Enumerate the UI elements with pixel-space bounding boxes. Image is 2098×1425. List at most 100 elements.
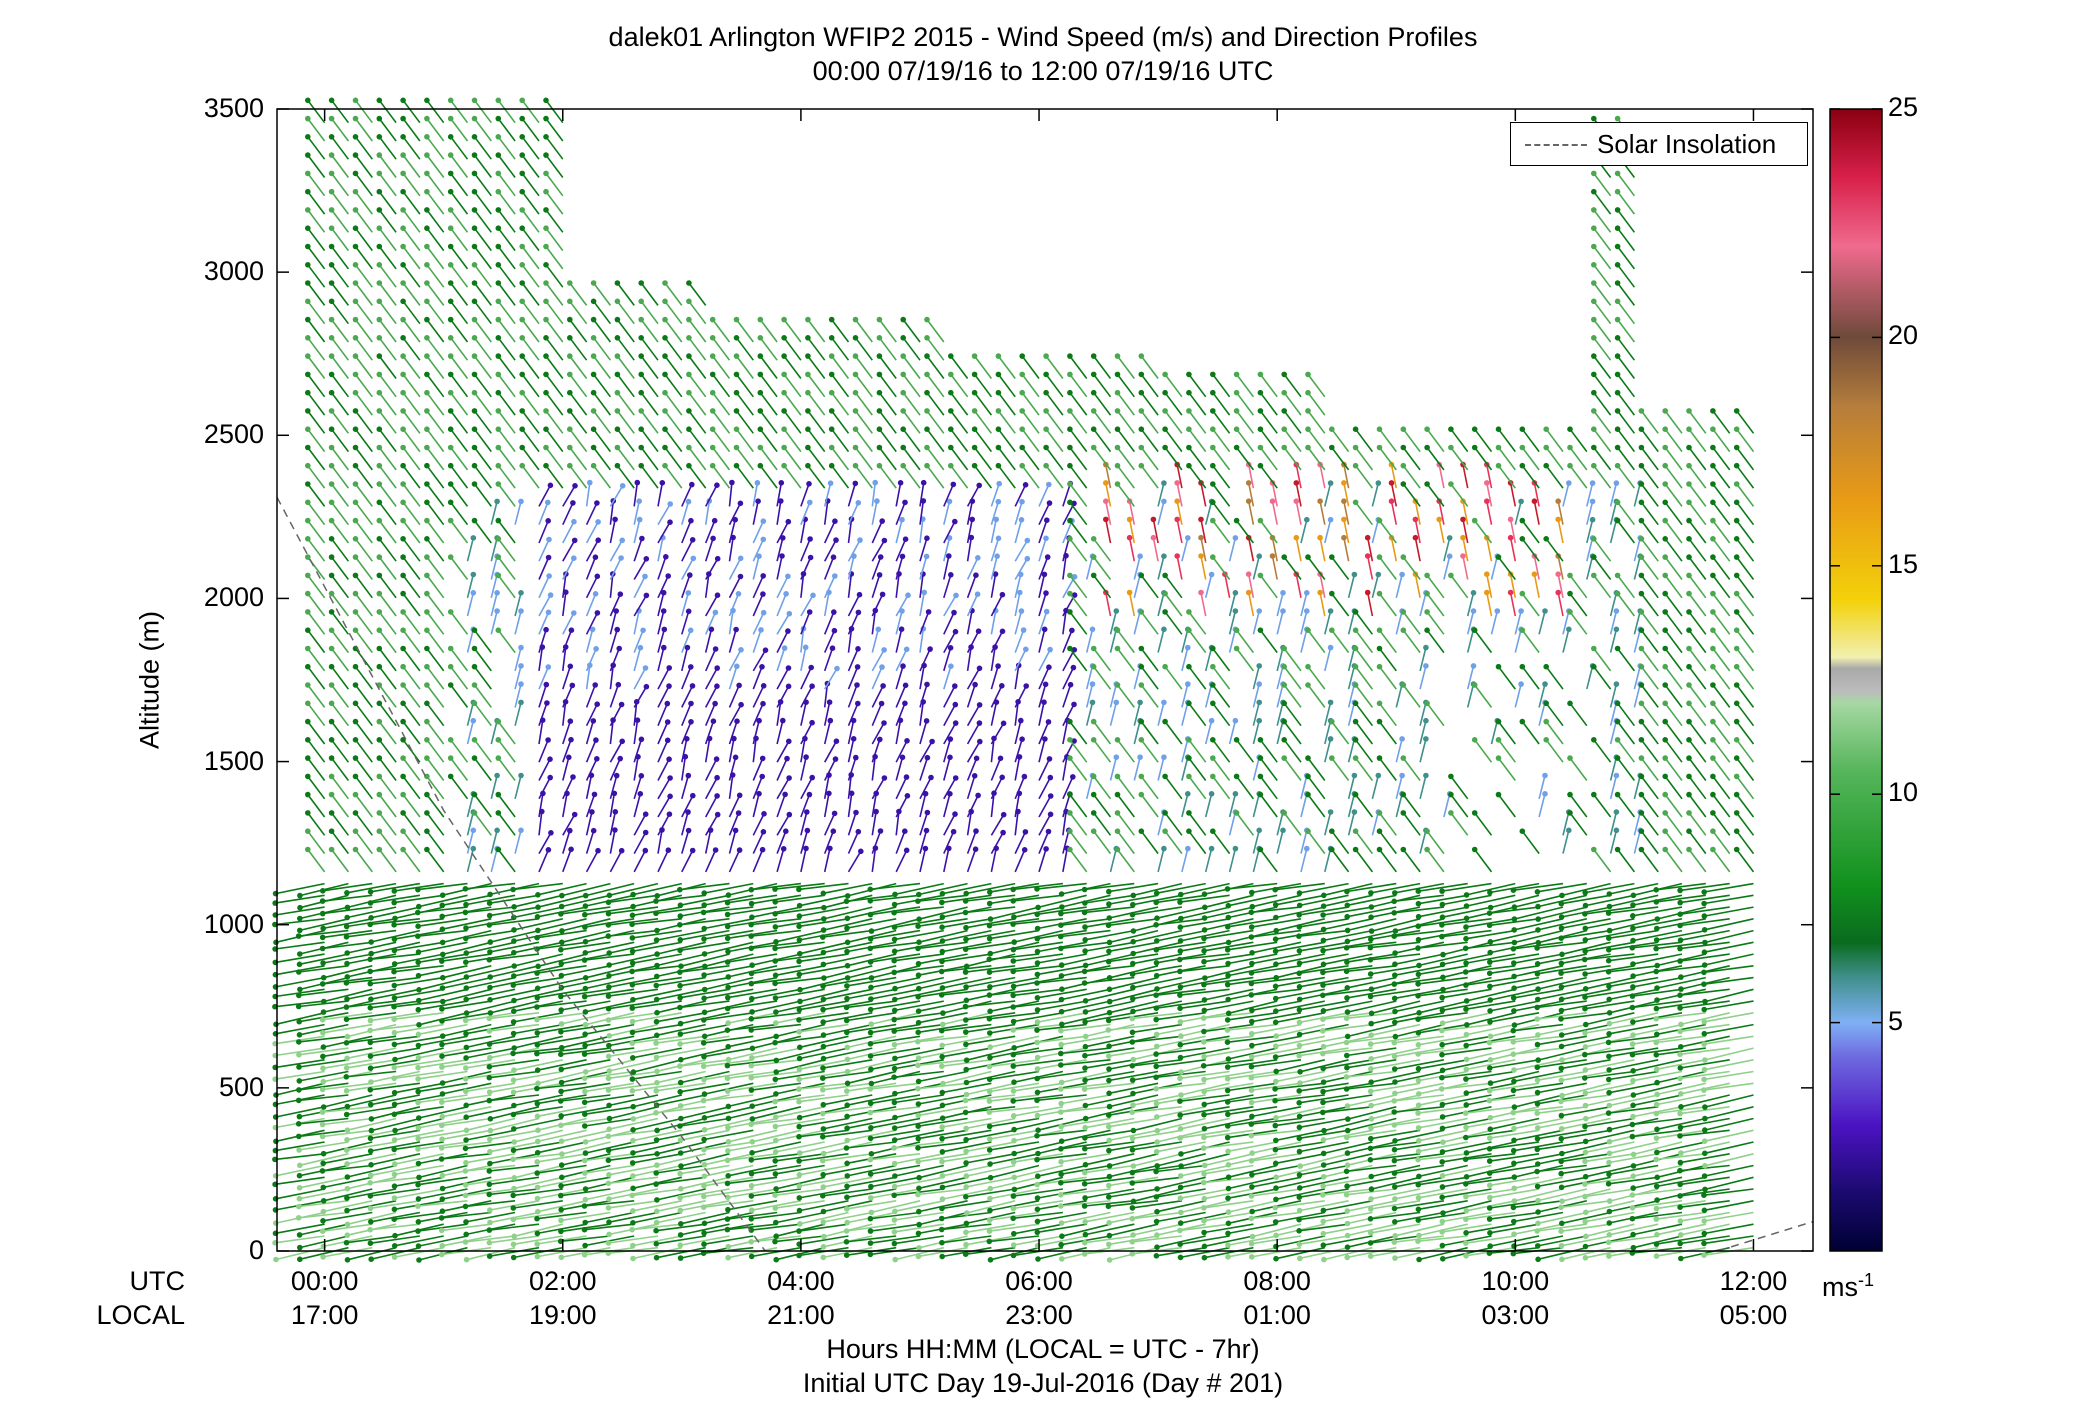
wind-barb-head (352, 810, 359, 816)
wind-barb-head (1137, 699, 1143, 706)
wind-barb-shaft (656, 1047, 706, 1059)
wind-barb-shaft (497, 300, 516, 325)
wind-barb-head (677, 1041, 683, 1047)
wind-barb-shaft (751, 1164, 802, 1175)
wind-barb-head (415, 959, 422, 966)
wind-barb-shaft (800, 702, 807, 726)
wind-barb-shaft (1013, 1211, 1063, 1220)
wind-barb-shaft (346, 1129, 397, 1141)
wind-barb-head (400, 481, 406, 487)
wind-barb-shaft (870, 1176, 921, 1188)
wind-barb-shaft (1069, 593, 1088, 617)
wind-barb-shaft (1014, 811, 1019, 836)
wind-barb-head (783, 828, 789, 834)
wind-barb-head (857, 537, 863, 543)
wind-barb-shaft (394, 1023, 444, 1034)
wind-barb-head (654, 973, 660, 980)
wind-barb-shaft (917, 1141, 968, 1149)
wind-barb-head (424, 408, 430, 414)
wind-barb-head (605, 1005, 612, 1012)
wind-barb-shaft (347, 1164, 397, 1178)
wind-barb-shaft (950, 392, 969, 416)
wind-barb-head (1177, 1126, 1184, 1132)
wind-barb-head (391, 922, 397, 928)
wind-barb-head (785, 518, 792, 525)
wind-barb-shaft (330, 209, 350, 233)
wind-barb-shaft (776, 720, 784, 745)
wind-barb-head (1154, 1232, 1160, 1238)
wind-barb-head (1105, 958, 1112, 965)
wind-barb-head (809, 719, 815, 726)
wind-barb-head (976, 702, 983, 708)
wind-barb-head (844, 1173, 851, 1179)
wind-barb-head (1090, 554, 1097, 560)
wind-barb-shaft (489, 953, 540, 961)
wind-barb-shaft (497, 574, 516, 599)
wind-barb-shaft (426, 538, 445, 562)
wind-barb-shaft (878, 392, 897, 416)
wind-barb-shaft (473, 739, 492, 763)
wind-barb-shaft (823, 758, 837, 781)
wind-barb-head (709, 335, 716, 341)
wind-barb-head (617, 755, 623, 762)
wind-barb-shaft (418, 1164, 468, 1179)
wind-barb-head (352, 243, 359, 250)
wind-barb-shaft (608, 929, 659, 937)
wind-barb-head (796, 1017, 802, 1023)
wind-barb-shaft (466, 811, 475, 836)
wind-barb-shaft (966, 830, 977, 854)
wind-barb-head (1177, 1041, 1184, 1048)
wind-barb-head (344, 996, 350, 1002)
wind-barb-head (391, 1029, 398, 1036)
wind-barb-head (1089, 681, 1096, 687)
wind-barb-head (629, 1160, 636, 1166)
wind-barb-shaft (402, 355, 421, 379)
wind-barb-head (939, 1149, 946, 1155)
wind-barb-head (495, 572, 502, 579)
wind-barb-head (400, 554, 406, 560)
wind-barb-shaft (378, 849, 397, 873)
wind-barb-shaft (728, 1106, 778, 1120)
wind-barb-head (594, 500, 600, 506)
wind-barb-head (352, 682, 359, 688)
wind-barb-shaft (465, 1235, 516, 1243)
wind-barb-shaft (465, 1200, 516, 1208)
wind-barb-shaft (751, 1117, 801, 1126)
wind-barb-shaft (894, 918, 944, 928)
wind-barb-shaft (450, 483, 469, 507)
wind-barb-shaft (370, 894, 421, 904)
wind-barb-head (677, 1207, 684, 1214)
wind-barb-head (858, 848, 864, 855)
wind-barb-shaft (560, 941, 611, 951)
wind-barb-head (328, 389, 335, 396)
wind-barb-head (400, 645, 406, 652)
wind-barb-head (297, 915, 303, 922)
wind-barb-shaft (378, 593, 397, 617)
wind-barb-shaft (1084, 894, 1135, 904)
wind-barb-shaft (569, 355, 588, 379)
wind-barb-shaft (870, 1082, 921, 1090)
wind-barb-head (662, 426, 668, 433)
wind-barb-head (977, 738, 983, 745)
wind-barb-head (558, 972, 565, 979)
wind-barb-shaft (1204, 793, 1213, 818)
wind-barb-shaft (664, 373, 683, 398)
wind-barb-shaft (274, 1000, 325, 1008)
wind-barb-head (678, 1163, 684, 1169)
wind-barb-head (826, 699, 833, 705)
wind-barb-head (971, 371, 978, 378)
wind-barb-shaft (950, 373, 969, 398)
wind-barb-shaft (1132, 1094, 1183, 1106)
wind-barb-head (424, 755, 430, 761)
wind-barb-head (891, 957, 897, 964)
wind-barb-shaft (514, 775, 522, 799)
wind-barb-shaft (1084, 1082, 1135, 1090)
wind-barb-head (867, 1100, 874, 1107)
wind-barb-head (642, 829, 649, 836)
wind-barb-head (590, 426, 597, 433)
wind-barb-head (832, 573, 838, 579)
wind-barb-shaft (1176, 519, 1183, 544)
wind-barb-shaft (759, 392, 778, 416)
wind-barb-shaft (275, 882, 325, 895)
wind-barb-shaft (1014, 665, 1020, 690)
